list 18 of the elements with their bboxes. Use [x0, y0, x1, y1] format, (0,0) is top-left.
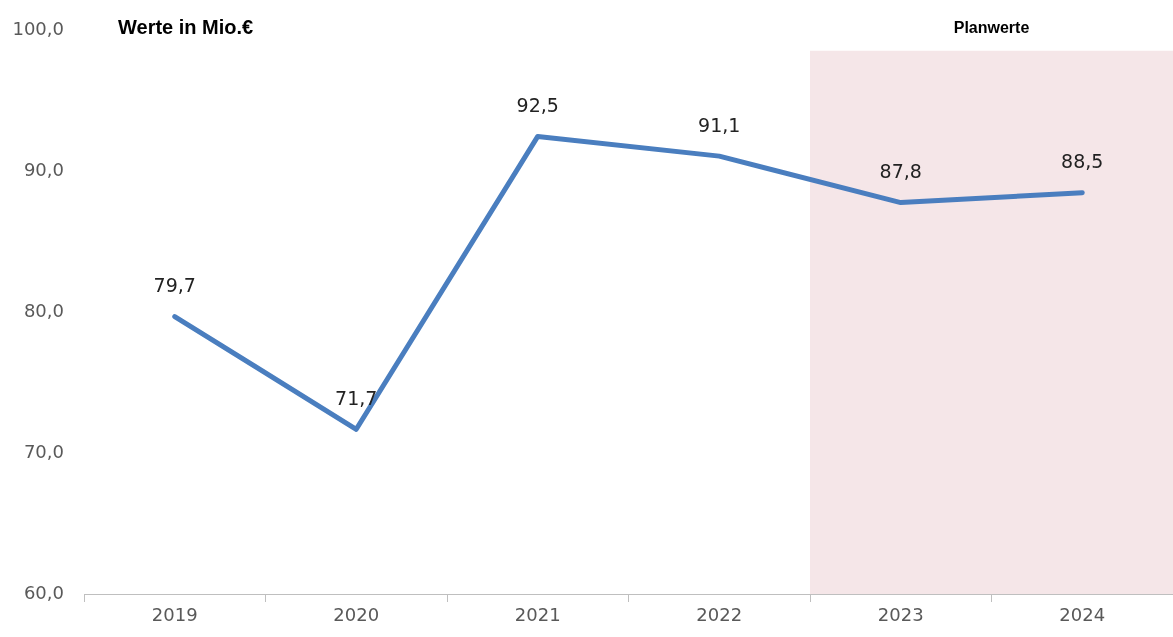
x-tick-label: 2024: [1059, 604, 1106, 626]
text: 92,5: [516, 93, 559, 116]
y-tick-label: 90,0: [23, 159, 64, 181]
text: 91,1: [698, 113, 741, 136]
y-tick-label: 60,0: [23, 581, 64, 603]
x-tick-label: 2022: [696, 604, 743, 626]
y-tick-label: 70,0: [23, 440, 64, 462]
x-tick-label: 2023: [877, 604, 924, 626]
band-label: Planwerte: [953, 19, 1030, 37]
text: 88,5: [1061, 150, 1104, 173]
chart-title: Werte in Mio.€: [118, 16, 254, 39]
y-tick-label: 80,0: [23, 300, 64, 322]
x-tick-label: 2021: [514, 604, 561, 626]
y-tick-label: 100,0: [12, 18, 64, 40]
text: 79,7: [153, 274, 196, 297]
x-tick-label: 2019: [151, 604, 198, 626]
x-tick-label: 2020: [333, 604, 380, 626]
text: 87,8: [879, 160, 922, 183]
